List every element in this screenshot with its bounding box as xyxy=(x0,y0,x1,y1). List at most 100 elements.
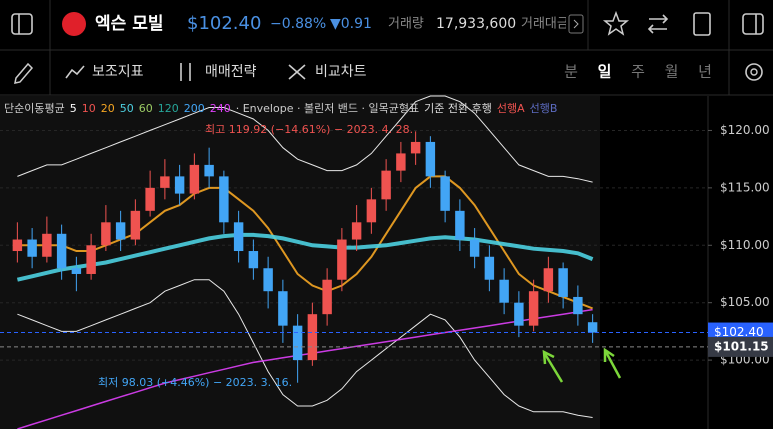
swap-icon[interactable] xyxy=(647,14,669,34)
candle-body xyxy=(425,141,436,177)
draw-icon[interactable] xyxy=(14,62,34,84)
settings-icon[interactable] xyxy=(745,63,763,81)
icon-line xyxy=(288,64,306,80)
candle-body xyxy=(160,176,170,188)
indicator-line xyxy=(17,175,593,310)
compare-icon xyxy=(288,64,306,80)
current-price-label: $102.40 xyxy=(714,325,764,339)
candle-body xyxy=(71,268,82,274)
legend-item: 20 xyxy=(101,102,115,115)
legend-item: 단순이동평균 xyxy=(4,102,65,115)
y-tick-label: $115.00 xyxy=(720,180,770,194)
candle-body xyxy=(381,170,391,200)
candle-body xyxy=(101,222,111,246)
y-tick-label: $110.00 xyxy=(720,238,770,252)
strategy-icon xyxy=(180,63,191,81)
candle-body xyxy=(204,164,214,177)
candle-body xyxy=(42,233,52,257)
candle-body xyxy=(528,291,539,326)
y-tick-label: $120.00 xyxy=(720,123,770,137)
candle-body xyxy=(145,187,155,211)
legend-item: 선행B xyxy=(530,102,558,115)
candle-body xyxy=(278,291,288,326)
change-pct: −0.88% xyxy=(270,16,326,32)
candle-body xyxy=(115,222,126,240)
period-tab[interactable]: 일 xyxy=(598,63,612,81)
candle-body xyxy=(189,164,200,194)
legend-item: 120 xyxy=(158,102,179,115)
legend-item: 60 xyxy=(139,102,153,115)
scroll-button[interactable] xyxy=(568,14,584,34)
candle-body xyxy=(12,239,23,252)
candle-body xyxy=(484,256,495,280)
candle-body xyxy=(219,176,229,223)
candle-body xyxy=(248,251,259,269)
period-tab[interactable]: 년 xyxy=(698,63,712,81)
toolbar-item[interactable]: 매매전략 xyxy=(205,64,257,80)
legend-item: 10 xyxy=(82,102,96,115)
low-annotation: 최저 98.03 (+4.46%) − 2023. 3. 16. xyxy=(98,376,292,389)
arrow xyxy=(604,351,622,379)
period-tab[interactable]: 월 xyxy=(665,63,679,81)
icon-line xyxy=(662,14,669,24)
period-tab[interactable]: 주 xyxy=(631,63,645,81)
amount-label: 거래대금 xyxy=(521,17,569,32)
chevron xyxy=(573,19,579,29)
candle-body xyxy=(469,239,480,257)
toolbar-item[interactable]: 보조지표 xyxy=(92,64,144,80)
candle-body xyxy=(307,314,318,361)
candle-body xyxy=(573,296,583,315)
candle-body xyxy=(587,322,598,333)
legend-item: 200 xyxy=(184,102,205,115)
notes-icon[interactable] xyxy=(693,12,711,36)
arrow-head xyxy=(542,349,555,365)
candle-body xyxy=(558,268,568,297)
candle-body xyxy=(499,279,509,303)
legend: 단순이동평균 5 10 20 50 60 120 200 240 · Envelope · 볼린저… xyxy=(4,101,557,115)
arrow-head xyxy=(603,347,615,362)
indicator-line xyxy=(17,279,593,418)
plot: $100.00$105.00$110.00$115.00$120.00$102.… xyxy=(0,95,773,429)
candle-body xyxy=(351,222,362,240)
crosshair-tag xyxy=(708,336,773,357)
fade xyxy=(566,0,586,50)
candle-body xyxy=(396,153,406,171)
change: ▼0.91 xyxy=(330,16,372,32)
icon-line xyxy=(647,24,654,34)
indicator-line xyxy=(17,308,593,429)
candle-body xyxy=(174,176,185,194)
stock-name[interactable]: 엑슨 모빌 xyxy=(95,14,163,34)
candle-body xyxy=(233,222,244,252)
volume-label: 거래량 xyxy=(388,17,424,32)
y-tick-label: $105.00 xyxy=(720,295,770,309)
candle-body xyxy=(366,199,377,223)
arrows xyxy=(542,347,622,383)
legend-item: 선행A xyxy=(497,102,525,115)
high-annotation: 최고 119.92 (−14.61%) − 2023. 4. 28. xyxy=(205,123,413,136)
candle-body xyxy=(292,325,303,361)
arrow xyxy=(543,353,564,383)
toolbar-item[interactable]: 비교차트 xyxy=(315,64,367,80)
sidebar-toggle[interactable] xyxy=(11,13,33,35)
settings-icon-core xyxy=(750,68,758,76)
legend-item: · Envelope · 볼린저 밴드 · 일목균형표 xyxy=(236,101,419,115)
legend-item: 기준 전환 후행 xyxy=(424,102,492,115)
candle-body xyxy=(410,141,421,154)
candle-body xyxy=(322,279,332,315)
candle-body xyxy=(337,239,347,280)
period-tab[interactable]: 분 xyxy=(564,63,578,81)
candle-body xyxy=(543,268,554,292)
legend-item: 50 xyxy=(120,102,134,115)
favorite-icon[interactable] xyxy=(602,10,630,36)
indicator-icon xyxy=(65,65,85,79)
volume: 17,933,600 xyxy=(436,16,516,32)
candle-body xyxy=(27,239,37,257)
candle-body xyxy=(440,176,450,211)
panel-toggle[interactable] xyxy=(742,13,764,35)
candle-body xyxy=(514,302,524,326)
candle-body xyxy=(130,210,141,240)
logo xyxy=(62,12,86,36)
